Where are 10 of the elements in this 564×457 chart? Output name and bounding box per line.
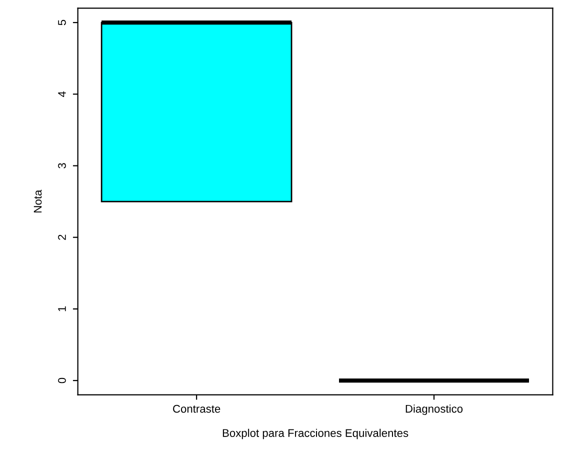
y-tick-label: 2 bbox=[58, 234, 66, 240]
x-tick-label: Diagnostico bbox=[406, 404, 463, 415]
x-tick-label: Contraste bbox=[173, 404, 220, 413]
x-axis-title: Boxplot para Fracciones Equivalentes bbox=[222, 428, 408, 440]
y-tick-label: 5 bbox=[58, 20, 66, 26]
y-tick-label: 0 bbox=[58, 378, 66, 384]
y-tick-label: 1 bbox=[58, 306, 66, 312]
y-tick-label: 3 bbox=[58, 163, 66, 168]
y-tick-label: 4 bbox=[58, 91, 66, 97]
y-axis-title: Nota bbox=[34, 190, 42, 212]
